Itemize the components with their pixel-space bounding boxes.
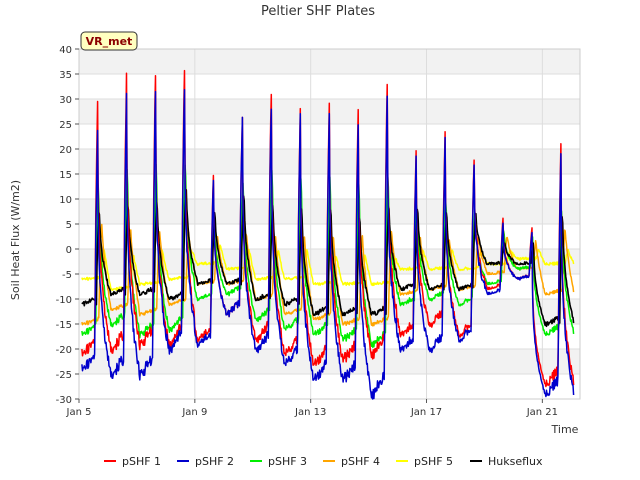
y-tick-label: 5 (66, 220, 72, 231)
legend: pSHF 1 pSHF 2 pSHF 3 pSHF 4 pSHF 5 Hukseflux (104, 455, 543, 468)
y-tick-label: -30 (56, 395, 72, 406)
plot-band (79, 349, 580, 374)
plot-band (79, 324, 580, 349)
x-tick-label: Jan 17 (410, 407, 442, 418)
legend-label-pshf-1: pSHF 1 (122, 455, 161, 468)
site-label: VR_met (86, 35, 133, 48)
y-tick-label: -20 (56, 345, 72, 356)
y-tick-label: 30 (59, 95, 72, 106)
x-tick-label: Jan 5 (66, 407, 92, 418)
plot-band (79, 49, 580, 74)
y-axis-label: Soil Heat Flux (W/m2) (9, 180, 22, 300)
series-line-pshf-2 (81, 88, 575, 400)
legend-label-pshf-5: pSHF 5 (414, 455, 453, 468)
y-tick-label: 0 (66, 245, 72, 256)
series-line-hukseflux (81, 189, 575, 328)
y-tick-label: -15 (56, 320, 72, 331)
chart-title: Peltier SHF Plates (261, 4, 375, 19)
plot-band (79, 74, 580, 99)
y-tick-label: 40 (59, 45, 72, 56)
series-lines (81, 69, 575, 400)
y-axis: -30 -25 -20 -15 -10 -5 0 5 10 15 20 25 30 35 40 (56, 45, 79, 406)
y-tick-label: 20 (59, 145, 72, 156)
y-tick-label: -10 (56, 295, 72, 306)
y-tick-label: -5 (62, 270, 72, 281)
x-axis-label: Time (551, 423, 579, 436)
site-label-box: VR_met (80, 31, 138, 51)
y-tick-label: -25 (56, 370, 72, 381)
legend-label-pshf-2: pSHF 2 (195, 455, 234, 468)
y-tick-label: 15 (59, 170, 72, 181)
x-axis: Jan 5 Jan 9 Jan 13 Jan 17 Jan 21 (66, 399, 558, 418)
x-tick-label: Jan 21 (526, 407, 558, 418)
legend-label-pshf-4: pSHF 4 (341, 455, 380, 468)
x-tick-label: Jan 13 (294, 407, 326, 418)
y-tick-label: 25 (59, 120, 72, 131)
legend-label-hukseflux: Hukseflux (488, 455, 543, 468)
plot-band (79, 374, 580, 399)
legend-label-pshf-3: pSHF 3 (268, 455, 307, 468)
x-tick-label: Jan 9 (181, 407, 207, 418)
y-tick-label: 35 (59, 70, 72, 81)
y-tick-label: 10 (59, 195, 72, 206)
